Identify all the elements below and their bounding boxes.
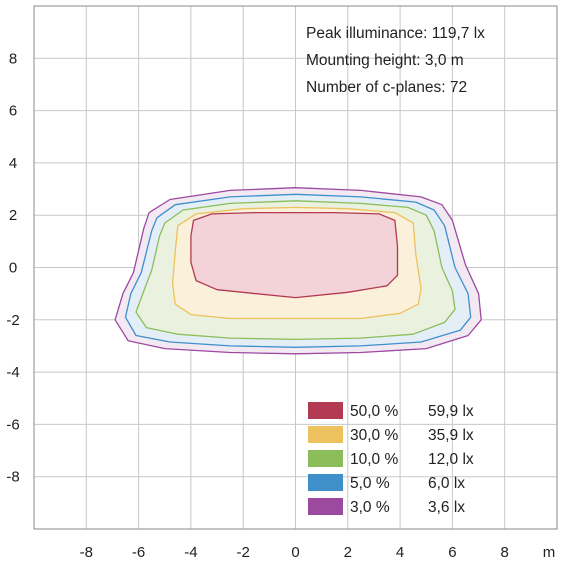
contour-4 <box>190 211 399 299</box>
c-planes-count: Number of c-planes: 72 <box>306 79 467 96</box>
x-tick-labels: -8 -6 -4 -2 0 2 4 6 8 <box>80 544 509 561</box>
y-tick-label: 0 <box>9 260 17 277</box>
x-tick-label: 6 <box>448 544 456 561</box>
legend-swatch <box>308 426 343 443</box>
legend-swatch <box>308 498 343 515</box>
y-tick-label: 4 <box>9 155 17 172</box>
legend-swatch <box>308 474 343 491</box>
x-tick-label: -2 <box>237 544 250 561</box>
legend-percent: 5,0 % <box>350 475 390 492</box>
legend-swatch <box>308 450 343 467</box>
legend-lux: 3,6 lx <box>428 499 465 516</box>
legend-lux: 35,9 lx <box>428 427 474 444</box>
x-tick-label: -8 <box>80 544 93 561</box>
y-tick-labels: 8 6 4 2 0 -2 -4 -6 -8 <box>6 50 19 485</box>
legend-percent: 50,0 % <box>350 403 398 420</box>
plot-frame <box>33 5 558 530</box>
x-tick-label: 8 <box>501 544 509 561</box>
y-tick-label: -4 <box>6 364 19 381</box>
y-tick-label: 2 <box>9 207 17 224</box>
legend-swatch <box>308 402 343 419</box>
legend-lux: 59,9 lx <box>428 403 474 420</box>
x-tick-label: -6 <box>132 544 145 561</box>
y-tick-label: 6 <box>9 103 17 120</box>
legend: 50,0 % 59,9 lx 30,0 % 35,9 lx 10,0 % 12,0 lx 5… <box>308 402 474 516</box>
mounting-height: Mounting height: 3,0 m <box>306 52 464 69</box>
x-tick-label: 2 <box>344 544 352 561</box>
legend-lux: 6,0 lx <box>428 475 465 492</box>
legend-lux: 12,0 lx <box>428 451 474 468</box>
y-tick-label: -8 <box>6 469 19 486</box>
y-tick-label: 8 <box>9 50 17 67</box>
contour-layers <box>114 187 482 355</box>
x-tick-label: 4 <box>396 544 404 561</box>
x-tick-label: 0 <box>291 544 299 561</box>
x-tick-label: -4 <box>184 544 197 561</box>
y-tick-label: -2 <box>6 312 19 329</box>
peak-illuminance: Peak illuminance: 119,7 lx <box>306 25 485 42</box>
y-tick-label: -6 <box>6 416 19 433</box>
legend-percent: 3,0 % <box>350 499 390 516</box>
x-unit-label: m <box>543 544 556 561</box>
info-box: Peak illuminance: 119,7 lx Mounting heig… <box>306 25 485 96</box>
legend-percent: 10,0 % <box>350 451 398 468</box>
legend-percent: 30,0 % <box>350 427 398 444</box>
